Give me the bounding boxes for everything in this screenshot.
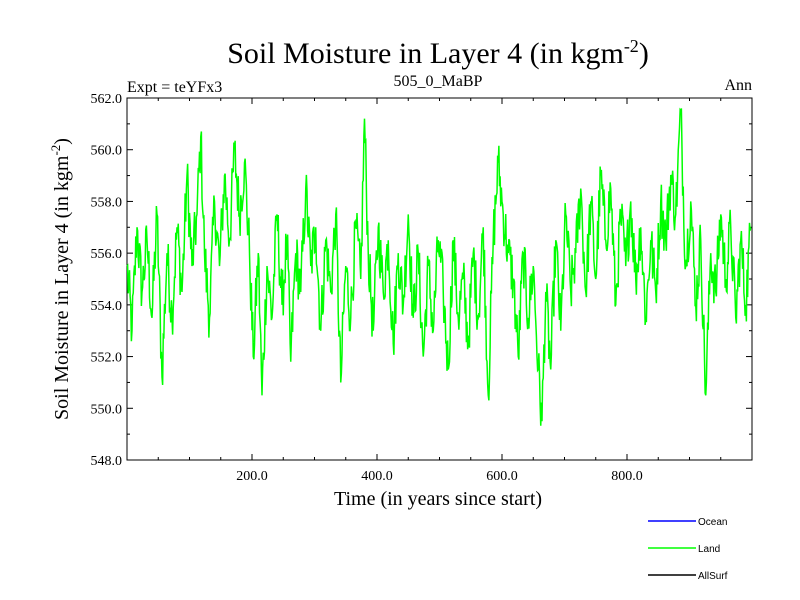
legend: Ocean Land AllSurf (648, 517, 728, 582)
chart-title: Soil Moisture in Layer 4 (in kgm-2) (227, 36, 649, 70)
x-tick-label: 200.0 (236, 469, 268, 484)
y-tick-label: 548.0 (91, 454, 123, 469)
legend-label-allsurf: AllSurf (698, 571, 728, 582)
y-tick-label: 550.0 (91, 402, 123, 417)
x-axis-label: Time (in years since start) (334, 488, 542, 510)
y-tick-label: 552.0 (91, 351, 123, 366)
y-tick-label: 556.0 (91, 247, 123, 262)
y-tick-label: 560.0 (91, 144, 123, 159)
subtitle-right: Ann (724, 77, 752, 94)
x-tick-label: 400.0 (361, 469, 393, 484)
y-tick-label: 558.0 (91, 195, 123, 210)
y-tick-label: 554.0 (91, 299, 123, 314)
legend-label-ocean: Ocean (698, 517, 727, 528)
series-line-land (126, 107, 752, 426)
x-tick-label: 800.0 (611, 469, 643, 484)
x-tick-label: 600.0 (486, 469, 518, 484)
y-axis-label: Soil Moisture in Layer 4 (in kgm-2) (48, 138, 73, 420)
y-tick-label: 562.0 (91, 92, 123, 107)
subtitle-center: 505_0_MaBP (394, 73, 483, 90)
legend-label-land: Land (698, 544, 720, 555)
experiment-label: Expt = teYFx3 (127, 79, 222, 96)
plot-area: 548.0 550.0 552.0 554.0 556.0 558.0 560.0 562.0… (91, 92, 753, 484)
